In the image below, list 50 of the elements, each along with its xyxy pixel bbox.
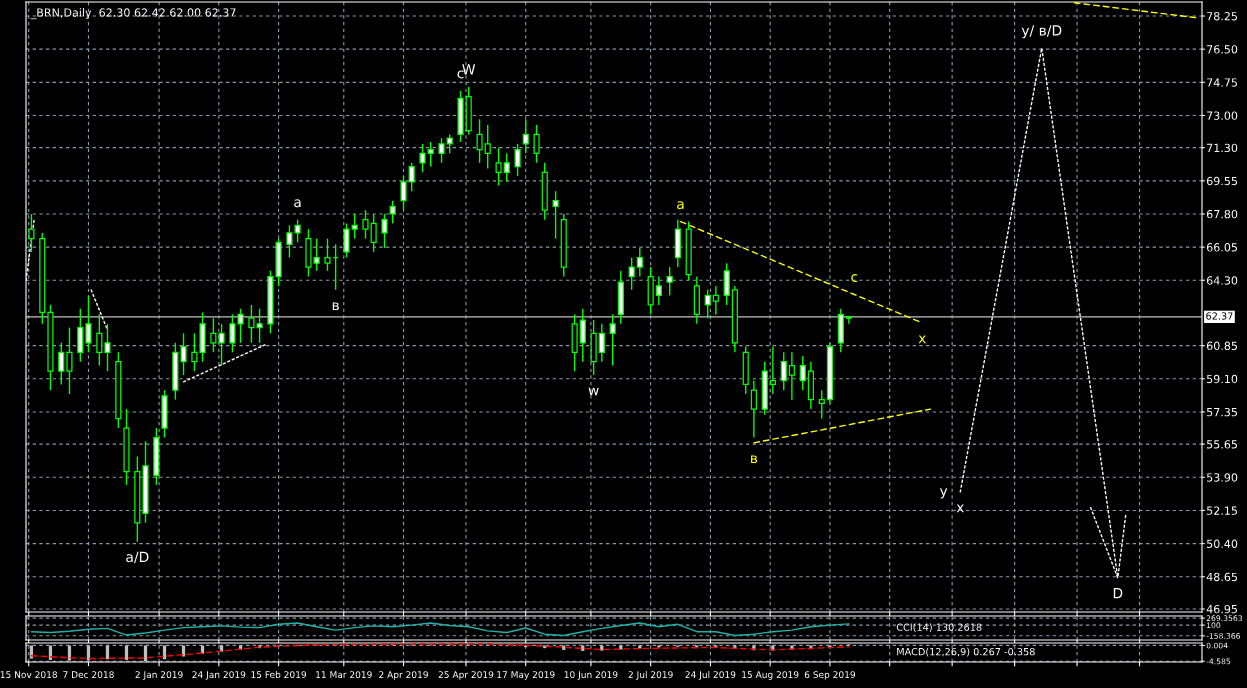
x-tick-label: 11 Mar 2019 xyxy=(316,671,372,679)
y-tick-label: 71.30 xyxy=(1207,143,1238,153)
x-tick-label: 10 Jun 2019 xyxy=(564,671,618,680)
annotation: в xyxy=(751,455,758,464)
y-tick-label: 73.00 xyxy=(1207,111,1238,120)
chart-title: MACD(12,26,9) 0.267 -0.358 xyxy=(897,647,1035,657)
y-tick-label: 53.90 xyxy=(1207,473,1238,482)
annotation: y/ в/D xyxy=(1021,25,1062,39)
annotation: c xyxy=(457,70,464,79)
x-tick-label: 25 Apr 2019 xyxy=(438,671,494,680)
y-tick-label: 59.10 xyxy=(1207,374,1238,384)
x-tick-label: 2 Jul 2019 xyxy=(628,671,673,680)
y-tick-label: 67.80 xyxy=(1206,209,1238,219)
y-tick-label: 66.05 xyxy=(1206,243,1238,252)
text: CCI(14) 130.2618 xyxy=(896,623,982,632)
x-tick-label: 15 Aug 2019 xyxy=(742,671,799,680)
y-tick-label: 50.40 xyxy=(1207,539,1238,548)
y-tick-label: 76.50 xyxy=(1207,45,1238,54)
ref-line-label: 62.37 xyxy=(1206,312,1233,320)
y-tick-label: 64.30 xyxy=(1206,276,1238,285)
annotation: y xyxy=(939,488,948,499)
y-tick-label: 74.75 xyxy=(1207,78,1238,87)
annotation: a xyxy=(677,201,684,210)
y-tick-label: 52.15 xyxy=(1207,506,1238,515)
x-tick-label: 15 Nov 2018 xyxy=(0,671,58,679)
annotation: a xyxy=(294,199,301,208)
annotation: w xyxy=(588,387,599,396)
x-tick-label: 17 May 2019 xyxy=(497,671,555,680)
x-tick-label: 7 Dec 2018 xyxy=(63,671,114,679)
annotation: a/D xyxy=(126,551,149,564)
y-tick-label: 69.55 xyxy=(1206,176,1238,186)
y-tick-label: 57.35 xyxy=(1207,407,1238,417)
y-tick-label: 55.65 xyxy=(1207,440,1238,449)
y-tick-label: 46.95 xyxy=(1206,604,1238,614)
annotation: x xyxy=(918,335,926,344)
annotation: W xyxy=(462,64,476,75)
x-tick-label: 6 Sep 2019 xyxy=(804,671,856,680)
annotation: c xyxy=(851,274,858,283)
x-tick-label: 24 Jul 2019 xyxy=(685,671,736,680)
x-tick-label: 2 Jan 2019 xyxy=(135,671,183,680)
x-tick-label: 24 Jan 2019 xyxy=(192,671,246,680)
y-tick-label: 48.65 xyxy=(1206,572,1238,582)
y-tick-label: 78.25 xyxy=(1207,11,1238,21)
text: _BRN,Daily 62.30 62.42 62.00 62.37 xyxy=(30,8,236,20)
y-tick-label: 60.85 xyxy=(1206,341,1238,351)
x-tick-label: 2 Apr 2019 xyxy=(379,671,428,680)
annotation: D xyxy=(1113,588,1123,599)
x-tick-label: 15 Feb 2019 xyxy=(251,671,307,679)
annotation: x xyxy=(956,504,964,513)
annotation: в xyxy=(332,302,339,311)
